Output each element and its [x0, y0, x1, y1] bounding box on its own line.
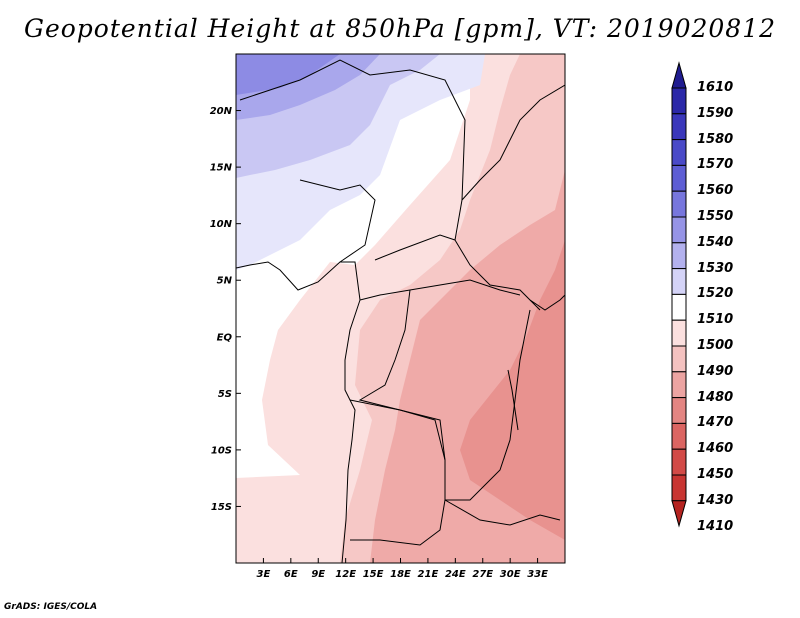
colorbar-swatch	[671, 268, 687, 295]
lat-tick-label: 5N	[217, 276, 233, 287]
colorbar-label: 1450	[697, 467, 734, 482]
colorbar-swatch	[671, 371, 687, 399]
lon-tick-label: 3E	[257, 569, 271, 580]
lon-tick-label: 6E	[284, 569, 298, 580]
colorbar-label: 1460	[697, 441, 734, 457]
colorbar-swatch	[671, 448, 687, 476]
lon-tick-label: 24E	[445, 569, 466, 580]
colorbar-label: 1490	[697, 363, 734, 379]
border-north	[239, 59, 466, 201]
lat-tick-label: 5S	[218, 389, 232, 400]
colorbar-swatch	[671, 139, 687, 166]
colorbar-label: 1510	[697, 312, 734, 328]
colorbar-swatch	[671, 293, 687, 321]
colorbar-label: 1410	[697, 518, 734, 534]
colorbar-swatch	[671, 422, 687, 450]
border-congo	[359, 279, 521, 301]
colorbar-swatch	[671, 319, 687, 347]
colorbar-label: 1570	[697, 157, 734, 173]
colorbar-top-arrow	[671, 61, 687, 89]
lat-tick-label: 10S	[211, 445, 232, 456]
lat-tick-label: EQ	[217, 332, 233, 343]
colorbar-label: 1590	[697, 105, 734, 121]
colorbar-swatch	[671, 164, 687, 192]
colorbar-label: 1530	[697, 260, 734, 276]
colorbar-label: 1500	[697, 338, 734, 353]
lon-tick-label: 30E	[500, 569, 521, 580]
colorbar-label: 1540	[697, 234, 734, 250]
lon-tick-label: 18E	[390, 569, 411, 580]
colorbar-label: 1520	[697, 286, 734, 302]
colorbar-label: 1580	[697, 131, 734, 147]
colorbar-swatch	[671, 113, 687, 141]
border-nigeria	[299, 179, 376, 263]
credit-text: GrADS: IGES/COLA	[4, 602, 98, 612]
lon-tick-label: 27E	[472, 569, 493, 580]
lon-tick-label: 9E	[311, 569, 325, 580]
colorbar-label: 1560	[697, 183, 734, 199]
colorbar	[671, 61, 687, 528]
colorbar-swatch	[671, 345, 687, 373]
border-zambia	[444, 499, 561, 526]
lat-tick-label: 15N	[210, 163, 233, 174]
border-car	[374, 234, 456, 261]
colorbar-bottom-arrow	[671, 500, 687, 528]
colorbar-label: 1430	[697, 492, 734, 508]
lat-tick-label: 20N	[210, 106, 233, 117]
lat-tick-label: 10N	[210, 219, 233, 230]
colorbar-swatch	[671, 242, 687, 270]
country-borders	[236, 59, 565, 563]
colorbar-swatch	[671, 397, 687, 424]
contour-1550-1560	[236, 54, 340, 95]
border-east	[529, 294, 565, 311]
colorbar-swatch	[671, 216, 687, 244]
colorbar-label: 1480	[697, 389, 734, 405]
lat-axis: 20N 15N 10N 5N EQ 5S 10S 15S	[210, 106, 241, 513]
height-field	[236, 54, 565, 563]
lat-tick-label: 15S	[211, 502, 232, 513]
map-title: Geopotential Height at 850hPa [gpm], VT:…	[23, 14, 777, 43]
lon-axis: 3E 6E 9E 12E 15E 18E 21E 24E 27E 30E 33E	[257, 558, 548, 580]
lon-tick-label: 33E	[527, 569, 548, 580]
colorbar-swatch	[671, 474, 687, 502]
border-sudan	[461, 84, 565, 201]
lon-tick-label: 12E	[335, 569, 356, 580]
lake-tanganyika	[507, 369, 519, 431]
border-chad	[454, 199, 541, 311]
colorbar-swatch	[671, 190, 687, 218]
lon-tick-label: 15E	[363, 569, 384, 580]
colorbar-swatch	[671, 87, 687, 115]
colorbar-label: 1610	[697, 80, 734, 95]
lon-tick-label: 21E	[418, 569, 439, 580]
colorbar-label: 1550	[697, 209, 734, 224]
colorbar-label: 1470	[697, 415, 734, 431]
